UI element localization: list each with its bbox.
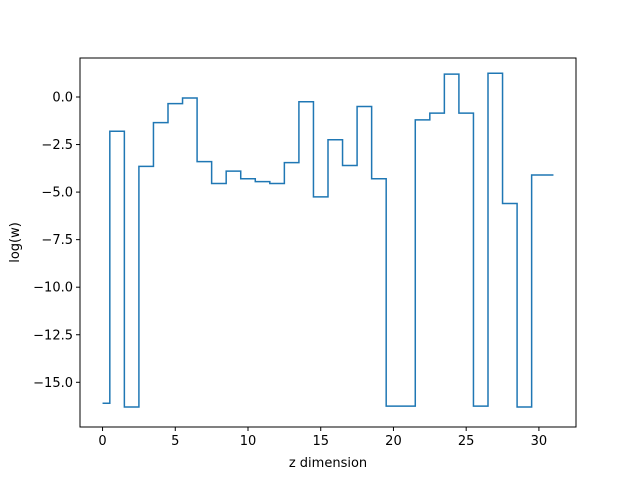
x-axis-label: z dimension (289, 456, 367, 471)
y-axis: 0.0 −2.5 −5.0 −7.5 −10.0 −12.5 −15.0 (33, 90, 80, 391)
plot-frame (79, 57, 577, 428)
y-tick-label: −15.0 (33, 376, 73, 391)
x-tick-label: 10 (240, 434, 257, 449)
x-axis: 0 5 10 15 20 25 30 (98, 427, 547, 449)
y-tick-label: 0.0 (52, 90, 73, 105)
y-tick-label: −2.5 (41, 138, 73, 153)
x-tick-label: 25 (458, 434, 475, 449)
y-axis-label: log(w) (8, 222, 23, 263)
y-tick-label: −5.0 (41, 186, 73, 201)
y-tick-label: −7.5 (41, 233, 73, 248)
y-tick-label: −12.5 (33, 328, 73, 343)
series-line (102, 72, 554, 408)
x-tick-label: 15 (312, 434, 329, 449)
x-tick-label: 0 (98, 434, 106, 449)
x-tick-label: 20 (385, 434, 402, 449)
x-tick-label: 5 (171, 434, 179, 449)
y-tick-label: −10.0 (33, 281, 73, 296)
x-tick-label: 30 (531, 434, 548, 449)
